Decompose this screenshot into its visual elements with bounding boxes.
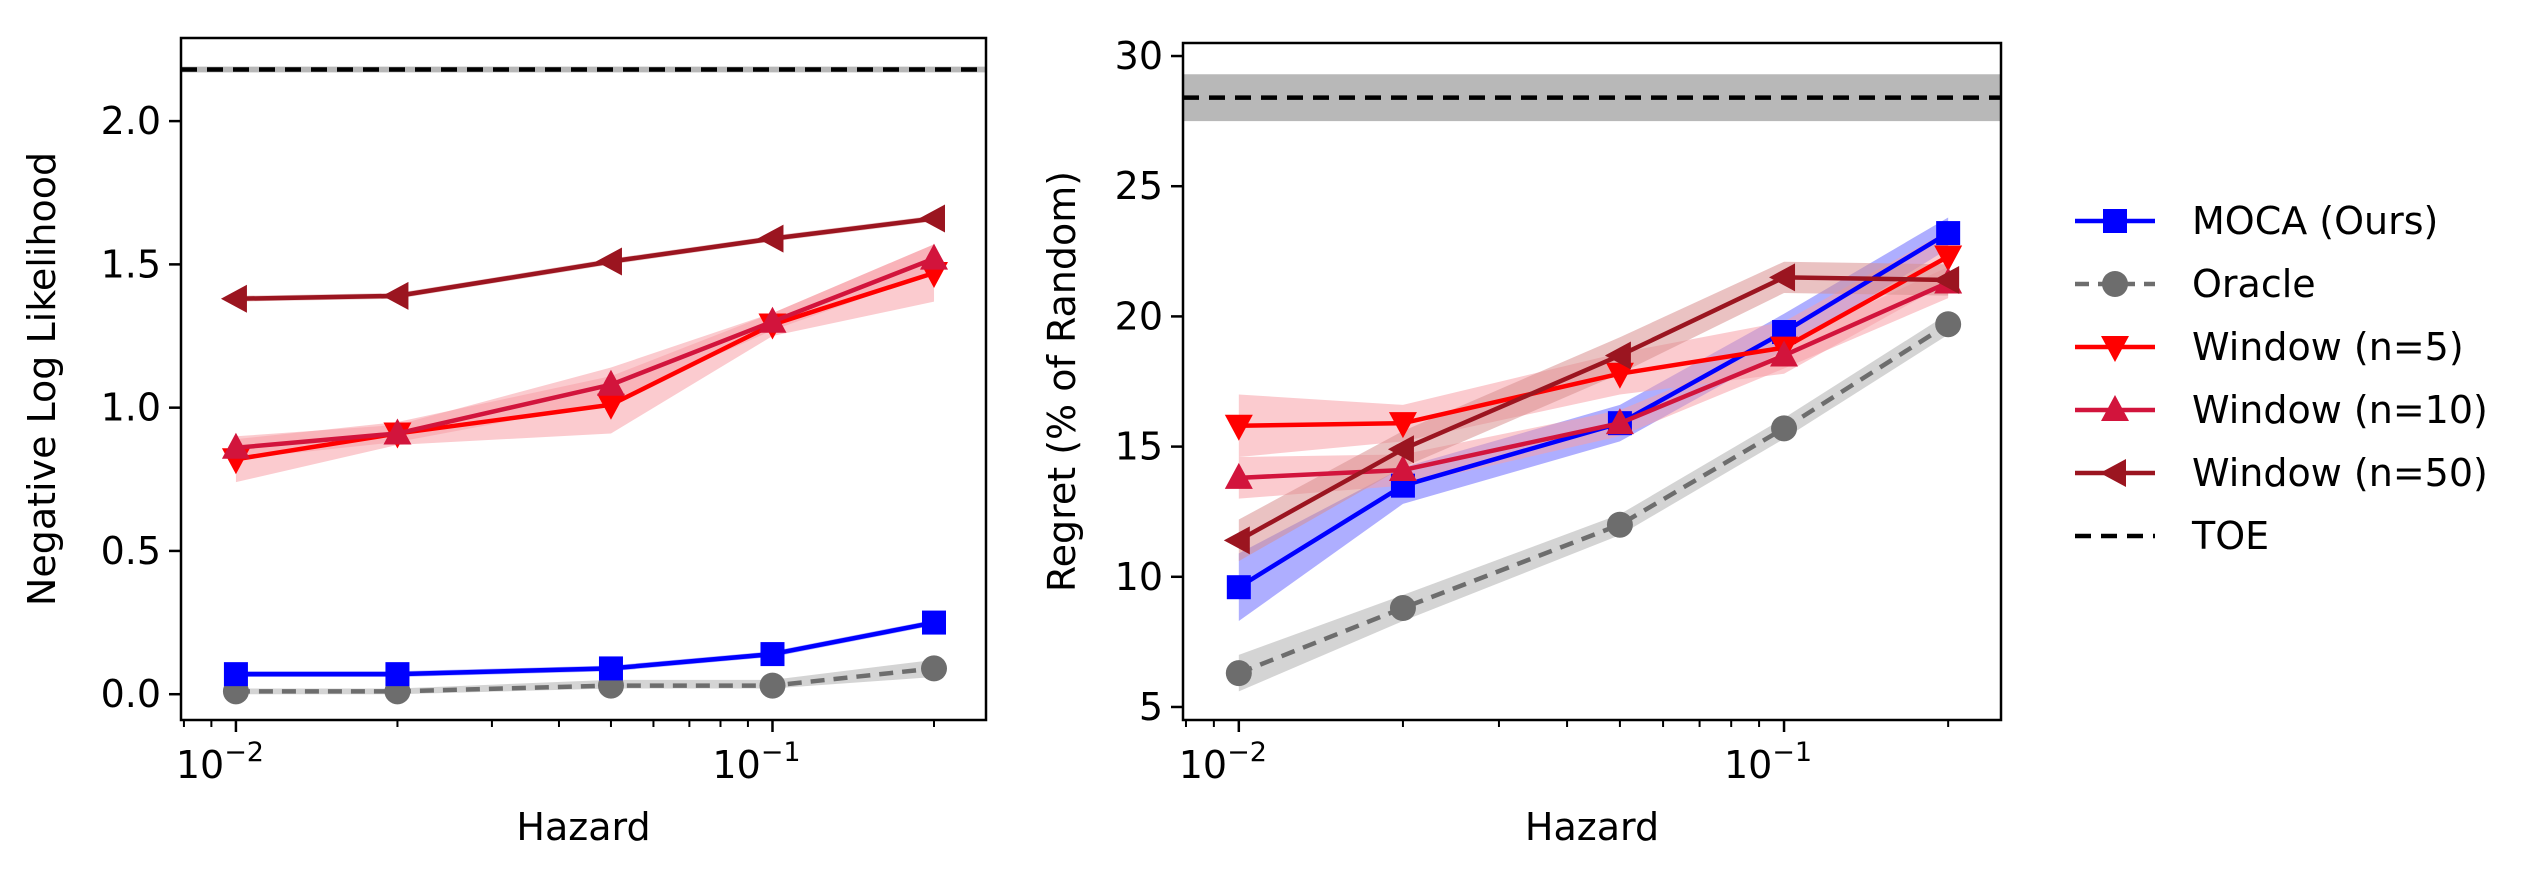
y-tick-label: 15 xyxy=(1115,425,1163,469)
series-window-n-50 xyxy=(220,204,946,313)
legend-entry-oracle: Oracle xyxy=(2075,262,2316,306)
window-n-5-point xyxy=(1224,414,1253,441)
legend-label: Oracle xyxy=(2192,262,2316,306)
axes-frame xyxy=(179,36,988,722)
legend-entry-moca-ours: MOCA (Ours) xyxy=(2075,199,2438,243)
y-axis-title: Negative Log Likelihood xyxy=(20,152,64,606)
window-n-10-point xyxy=(1224,462,1253,489)
window-n-50-point xyxy=(1604,341,1631,370)
legend-marker xyxy=(2100,459,2126,487)
plot-area xyxy=(1183,74,2001,692)
legend-entry-window-n-10: Window (n=10) xyxy=(2075,388,2488,432)
x-tick-label: 10−1 xyxy=(712,737,800,787)
series-oracle xyxy=(1225,311,1962,687)
legend: MOCA (Ours) Oracle Window (n=5) Window (n=1… xyxy=(2075,199,2488,558)
oracle-point xyxy=(759,672,786,699)
series-oracle xyxy=(222,655,948,705)
window-n-50-point xyxy=(382,281,409,310)
series-window-n-10 xyxy=(221,243,949,459)
window-n-5-point xyxy=(1605,362,1634,389)
window-n-50-line xyxy=(235,216,935,302)
window-n-50-point xyxy=(1223,526,1250,555)
x-tick-label: 10−1 xyxy=(1724,737,1812,787)
x-axis-title: Hazard xyxy=(516,805,650,849)
window-n-50-point xyxy=(220,284,247,313)
y-tick-label: 5 xyxy=(1139,685,1163,729)
oracle-line xyxy=(1237,322,1950,676)
y-tick-label: 20 xyxy=(1115,294,1163,338)
window-n-10-point xyxy=(596,369,625,396)
window-n-10-point xyxy=(383,418,412,445)
legend-entry-window-n-50: Window (n=50) xyxy=(2075,451,2488,495)
window-n-10-point xyxy=(920,243,949,270)
legend-entry-window-n-5: Window (n=5) xyxy=(2075,325,2464,369)
chart-panel-2: 10−2 10−1 5 10 15 20 25 30 Hazard Regret (% of Ra… xyxy=(1040,34,2003,849)
oracle-point xyxy=(1935,311,1962,338)
moca-ours-point xyxy=(922,610,947,635)
legend-entry-toe: TOE xyxy=(2075,514,2269,558)
y-tick-label: 30 xyxy=(1115,34,1163,78)
window-n-50-band xyxy=(1238,261,1949,562)
oracle-point xyxy=(1225,660,1252,687)
oracle-band xyxy=(235,659,935,695)
axes-frame xyxy=(1181,41,2003,722)
oracle-point xyxy=(1606,511,1633,538)
chart-panel-1: 10−2 10−1 0.0 0.5 1.0 1.5 2.0 Hazard Negative Lo… xyxy=(20,36,988,849)
y-tick-label: 10 xyxy=(1115,555,1163,599)
y-axis-title: Regret (% of Random) xyxy=(1040,171,1084,592)
window-n-5-point xyxy=(596,393,625,420)
legend-marker xyxy=(2101,395,2129,421)
window-n-10-point xyxy=(1605,408,1634,435)
legend-label: MOCA (Ours) xyxy=(2192,199,2438,243)
window-n-50-point xyxy=(757,224,784,253)
moca-ours-point xyxy=(223,662,248,687)
legend-marker xyxy=(2102,271,2128,297)
window-n-50-point xyxy=(1387,435,1414,464)
moca-ours-point xyxy=(1226,575,1251,600)
series-window-n-10 xyxy=(1224,267,1963,489)
legend-label: Window (n=50) xyxy=(2192,451,2488,495)
legend-label: TOE xyxy=(2191,514,2269,558)
legend-marker xyxy=(2101,336,2129,362)
plot-area xyxy=(181,66,986,705)
x-tick-label: 10−2 xyxy=(1179,737,1267,787)
window-n-10-band xyxy=(235,244,935,460)
y-tick-label: 25 xyxy=(1115,164,1163,208)
series-window-n-50 xyxy=(1223,263,1960,555)
oracle-band xyxy=(1238,313,1949,692)
window-n-10-point xyxy=(1770,340,1799,367)
y-tick-label: 0.5 xyxy=(101,529,161,573)
legend-label: Window (n=5) xyxy=(2192,325,2464,369)
series-window-n-5 xyxy=(1224,245,1963,441)
y-tick-label: 1.5 xyxy=(101,242,161,286)
legend-label: Window (n=10) xyxy=(2192,388,2488,432)
oracle-point xyxy=(1771,415,1798,442)
oracle-point xyxy=(921,655,948,682)
toe-band xyxy=(1183,74,2001,122)
x-axis-title: Hazard xyxy=(1525,805,1659,849)
window-n-50-point xyxy=(1933,265,1960,294)
series-moca-ours xyxy=(223,610,947,687)
y-tick-label: 1.0 xyxy=(101,386,161,430)
moca-ours-point xyxy=(760,642,785,667)
window-n-5-point xyxy=(1934,245,1963,272)
legend-marker xyxy=(2103,209,2127,233)
x-tick-label: 10−2 xyxy=(176,737,264,787)
window-n-50-point xyxy=(1769,263,1796,292)
moca-ours-point xyxy=(385,662,410,687)
oracle-point xyxy=(1389,595,1416,622)
window-n-50-point xyxy=(595,247,622,276)
window-n-10-point xyxy=(758,306,787,333)
moca-ours-point xyxy=(598,656,623,681)
y-tick-label: 2.0 xyxy=(101,99,161,143)
moca-ours-point xyxy=(1936,221,1961,246)
window-n-5-point xyxy=(1388,412,1417,439)
y-tick-label: 0.0 xyxy=(101,672,161,716)
window-n-10-point xyxy=(1388,455,1417,482)
window-n-50-band xyxy=(235,215,935,302)
window-n-10-point xyxy=(221,432,250,459)
window-n-50-point xyxy=(919,204,946,233)
